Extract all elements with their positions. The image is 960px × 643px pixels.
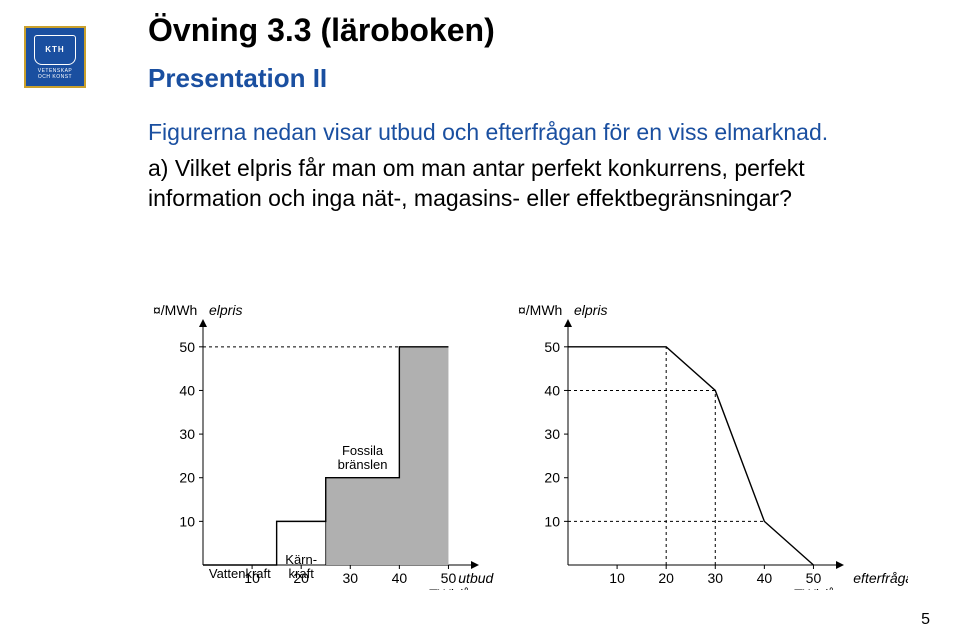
content-block: Övning 3.3 (läroboken) Presentation II F… <box>148 12 908 214</box>
charts-container: ¤/MWh elpris 10 20 30 40 50 10 20 30 40 50 Vattenkra… <box>148 290 908 590</box>
svg-text:50: 50 <box>441 570 457 586</box>
svg-text:bränslen: bränslen <box>338 457 388 472</box>
svg-text:efterfrågan: efterfrågan <box>853 570 908 586</box>
svg-text:30: 30 <box>342 570 358 586</box>
svg-text:Vattenkraft: Vattenkraft <box>209 566 271 581</box>
kth-logo: KTH VETENSKAP OCH KONST <box>24 26 86 88</box>
page-number: 5 <box>921 611 930 629</box>
svg-text:elpris: elpris <box>574 302 607 318</box>
svg-text:50: 50 <box>806 570 822 586</box>
svg-text:TWh/år: TWh/år <box>794 586 840 590</box>
svg-text:elpris: elpris <box>209 302 242 318</box>
svg-text:40: 40 <box>392 570 408 586</box>
svg-text:10: 10 <box>609 570 625 586</box>
svg-text:50: 50 <box>544 339 560 355</box>
svg-text:Kärn-: Kärn- <box>285 552 317 567</box>
svg-text:20: 20 <box>544 470 560 486</box>
svg-text:TWh/år: TWh/år <box>429 586 475 590</box>
svg-text:30: 30 <box>707 570 723 586</box>
svg-text:40: 40 <box>544 382 560 398</box>
svg-text:10: 10 <box>544 513 560 529</box>
svg-text:50: 50 <box>179 339 195 355</box>
svg-text:30: 30 <box>544 426 560 442</box>
subtitle: Presentation II <box>148 63 908 94</box>
svg-text:Fossila: Fossila <box>342 443 384 458</box>
page-title: Övning 3.3 (läroboken) <box>148 12 908 49</box>
charts-svg: ¤/MWh elpris 10 20 30 40 50 10 20 30 40 50 Vattenkra… <box>148 290 908 590</box>
svg-text:¤/MWh: ¤/MWh <box>518 302 562 318</box>
svg-text:40: 40 <box>179 382 195 398</box>
svg-text:40: 40 <box>757 570 773 586</box>
kth-logo-text: KTH <box>34 35 76 65</box>
svg-text:20: 20 <box>179 470 195 486</box>
svg-text:20: 20 <box>658 570 674 586</box>
svg-text:30: 30 <box>179 426 195 442</box>
svg-text:¤/MWh: ¤/MWh <box>153 302 197 318</box>
svg-text:kraft: kraft <box>289 566 315 581</box>
intro-para: Figurerna nedan visar utbud och efterfrå… <box>148 118 908 148</box>
question-a: a) Vilket elpris får man om man antar pe… <box>148 154 908 214</box>
svg-text:10: 10 <box>179 513 195 529</box>
kth-logo-sub2: OCH KONST <box>38 74 72 80</box>
svg-text:utbud: utbud <box>458 570 494 586</box>
